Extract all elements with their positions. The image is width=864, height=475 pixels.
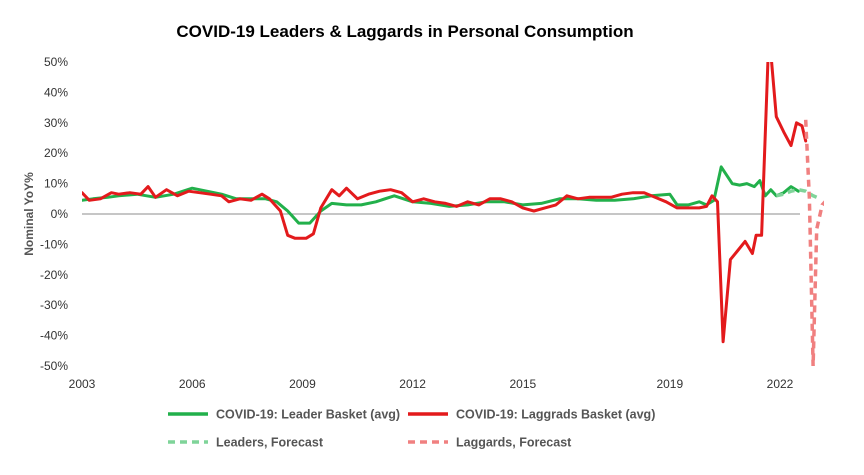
y-tick-label: -40% — [40, 329, 68, 343]
legend-item-4: Laggards, Forecast — [408, 436, 572, 450]
y-tick-label: 30% — [44, 116, 68, 130]
series-line-1 — [82, 165, 800, 225]
x-tick-label: 2015 — [509, 377, 536, 391]
x-axis: 2003 2006 2009 2012 2015 2019 2022 — [69, 377, 794, 391]
y-tick-label: -10% — [40, 237, 68, 251]
series-line-3 — [775, 187, 818, 199]
y-axis-label: Nominal YoY% — [22, 172, 36, 256]
legend-label: Leaders, Forecast — [216, 436, 324, 450]
y-tick-label: 50% — [44, 55, 68, 69]
x-tick-label: 2006 — [179, 377, 206, 391]
x-tick-label: 2019 — [656, 377, 683, 391]
series-layer — [82, 62, 824, 366]
x-tick-label: 2022 — [767, 377, 794, 391]
y-tick-label: 40% — [44, 85, 68, 99]
y-tick-label: -50% — [40, 359, 68, 373]
x-tick-label: 2012 — [399, 377, 426, 391]
x-tick-label: 2003 — [69, 377, 96, 391]
series-line-2 — [82, 62, 808, 344]
y-tick-label: -30% — [40, 298, 68, 312]
legend-label: COVID-19: Leader Basket (avg) — [216, 408, 400, 422]
y-tick-label: 0% — [51, 207, 69, 221]
legend: COVID-19: Leader Basket (avg) COVID-19: L… — [168, 408, 655, 450]
legend-label: COVID-19: Laggrads Basket (avg) — [456, 408, 655, 422]
y-tick-label: 10% — [44, 177, 68, 191]
legend-item-1: COVID-19: Leader Basket (avg) — [168, 408, 400, 422]
y-tick-label: -20% — [40, 268, 68, 282]
series-line-4 — [803, 119, 824, 366]
legend-item-3: Leaders, Forecast — [168, 436, 324, 450]
y-axis: 50% 40% 30% 20% 10% 0% -10% -20% -30% -40% -50% — [40, 55, 68, 373]
x-tick-label: 2009 — [289, 377, 316, 391]
chart-title: COVID-19 Leaders & Laggards in Personal … — [176, 22, 633, 41]
legend-item-2: COVID-19: Laggrads Basket (avg) — [408, 408, 655, 422]
legend-label: Laggards, Forecast — [456, 436, 572, 450]
y-tick-label: 20% — [44, 146, 68, 160]
